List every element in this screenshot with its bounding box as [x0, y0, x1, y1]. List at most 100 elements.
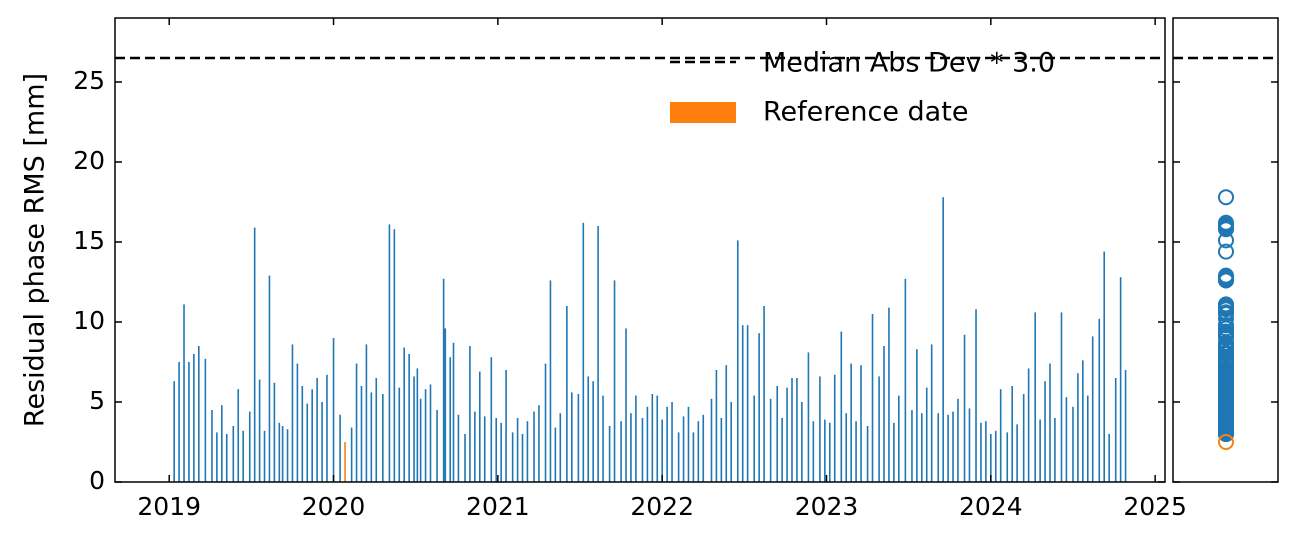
- bar: [416, 368, 419, 482]
- bar: [661, 419, 663, 482]
- bar: [990, 434, 992, 482]
- bar: [1011, 386, 1013, 482]
- bar: [613, 280, 616, 482]
- bar: [398, 387, 401, 482]
- bar: [725, 365, 728, 482]
- x-tick-label: 2020: [302, 492, 366, 521]
- bar: [1124, 370, 1127, 482]
- distribution-point: [1218, 362, 1234, 378]
- bar: [1060, 312, 1063, 482]
- distribution-point: [1218, 232, 1234, 249]
- bar: [736, 240, 739, 482]
- bar: [1098, 318, 1101, 482]
- bar: [388, 224, 391, 482]
- bar: [968, 408, 971, 482]
- bar: [413, 376, 415, 482]
- distribution-point: [1218, 336, 1234, 353]
- bar: [741, 325, 744, 482]
- distribution-point: [1218, 416, 1234, 433]
- bar: [710, 398, 713, 482]
- x-tick-label: 2023: [795, 492, 859, 521]
- bar: [360, 386, 363, 482]
- bar: [582, 222, 585, 483]
- bar: [999, 389, 1002, 482]
- legend-swatch: [670, 102, 736, 123]
- bar: [651, 394, 654, 482]
- x-tick-label: 2025: [1123, 492, 1187, 521]
- bar: [687, 406, 690, 482]
- bar: [296, 363, 299, 482]
- x-tick-label: 2021: [466, 492, 530, 521]
- bar: [975, 309, 977, 482]
- bar: [464, 434, 466, 482]
- bar: [625, 328, 627, 482]
- bar: [769, 398, 772, 482]
- bar: [911, 410, 913, 482]
- x-tick-label: 2019: [137, 492, 201, 521]
- bar: [344, 442, 346, 482]
- bar: [469, 346, 471, 482]
- bar: [321, 402, 323, 482]
- bar: [193, 354, 195, 482]
- y-tick-label: 25: [73, 66, 105, 95]
- bar: [883, 346, 885, 482]
- bar: [656, 395, 659, 482]
- bar: [365, 344, 368, 482]
- distribution-point: [1218, 304, 1234, 321]
- bar: [382, 394, 384, 482]
- bar: [544, 363, 547, 482]
- distribution-point: [1218, 317, 1234, 334]
- bar: [916, 349, 918, 482]
- bar: [483, 416, 486, 482]
- bar: [516, 418, 519, 482]
- bar: [393, 229, 396, 482]
- bar: [449, 357, 452, 482]
- bar: [715, 370, 718, 482]
- bar: [242, 430, 244, 482]
- bar: [559, 413, 562, 482]
- distribution-point: [1218, 398, 1234, 415]
- bar: [291, 344, 294, 482]
- bar: [828, 422, 831, 482]
- bar: [597, 226, 599, 482]
- bar: [444, 328, 447, 482]
- bar: [702, 414, 705, 482]
- bar: [635, 395, 637, 482]
- bar: [1114, 378, 1117, 482]
- bar: [840, 331, 843, 482]
- bar: [937, 413, 940, 482]
- bar: [791, 378, 793, 482]
- bar: [350, 427, 353, 482]
- bar: [526, 421, 529, 482]
- distribution-point: [1218, 410, 1234, 426]
- bar: [198, 346, 200, 482]
- distribution-point: [1218, 243, 1234, 260]
- distribution-point: [1218, 370, 1234, 386]
- bar: [429, 384, 432, 482]
- bar: [796, 378, 798, 482]
- bar: [1006, 432, 1009, 482]
- bar: [225, 434, 228, 482]
- bar: [602, 395, 604, 482]
- bar: [930, 344, 933, 482]
- bar: [1016, 424, 1018, 482]
- bar: [248, 411, 251, 482]
- bar: [566, 306, 568, 482]
- bar: [521, 434, 524, 482]
- bar: [232, 426, 235, 482]
- bar: [1022, 394, 1025, 482]
- bar: [786, 387, 788, 482]
- bar: [211, 410, 213, 482]
- bar: [442, 278, 445, 482]
- bar: [845, 413, 848, 482]
- bar: [1091, 336, 1094, 482]
- bar: [1044, 381, 1046, 482]
- bar: [237, 389, 240, 482]
- bar: [947, 414, 949, 482]
- bar: [963, 334, 966, 482]
- bar: [452, 342, 455, 482]
- y-tick-label: 10: [73, 306, 105, 335]
- bar: [173, 381, 175, 482]
- bar: [273, 382, 276, 482]
